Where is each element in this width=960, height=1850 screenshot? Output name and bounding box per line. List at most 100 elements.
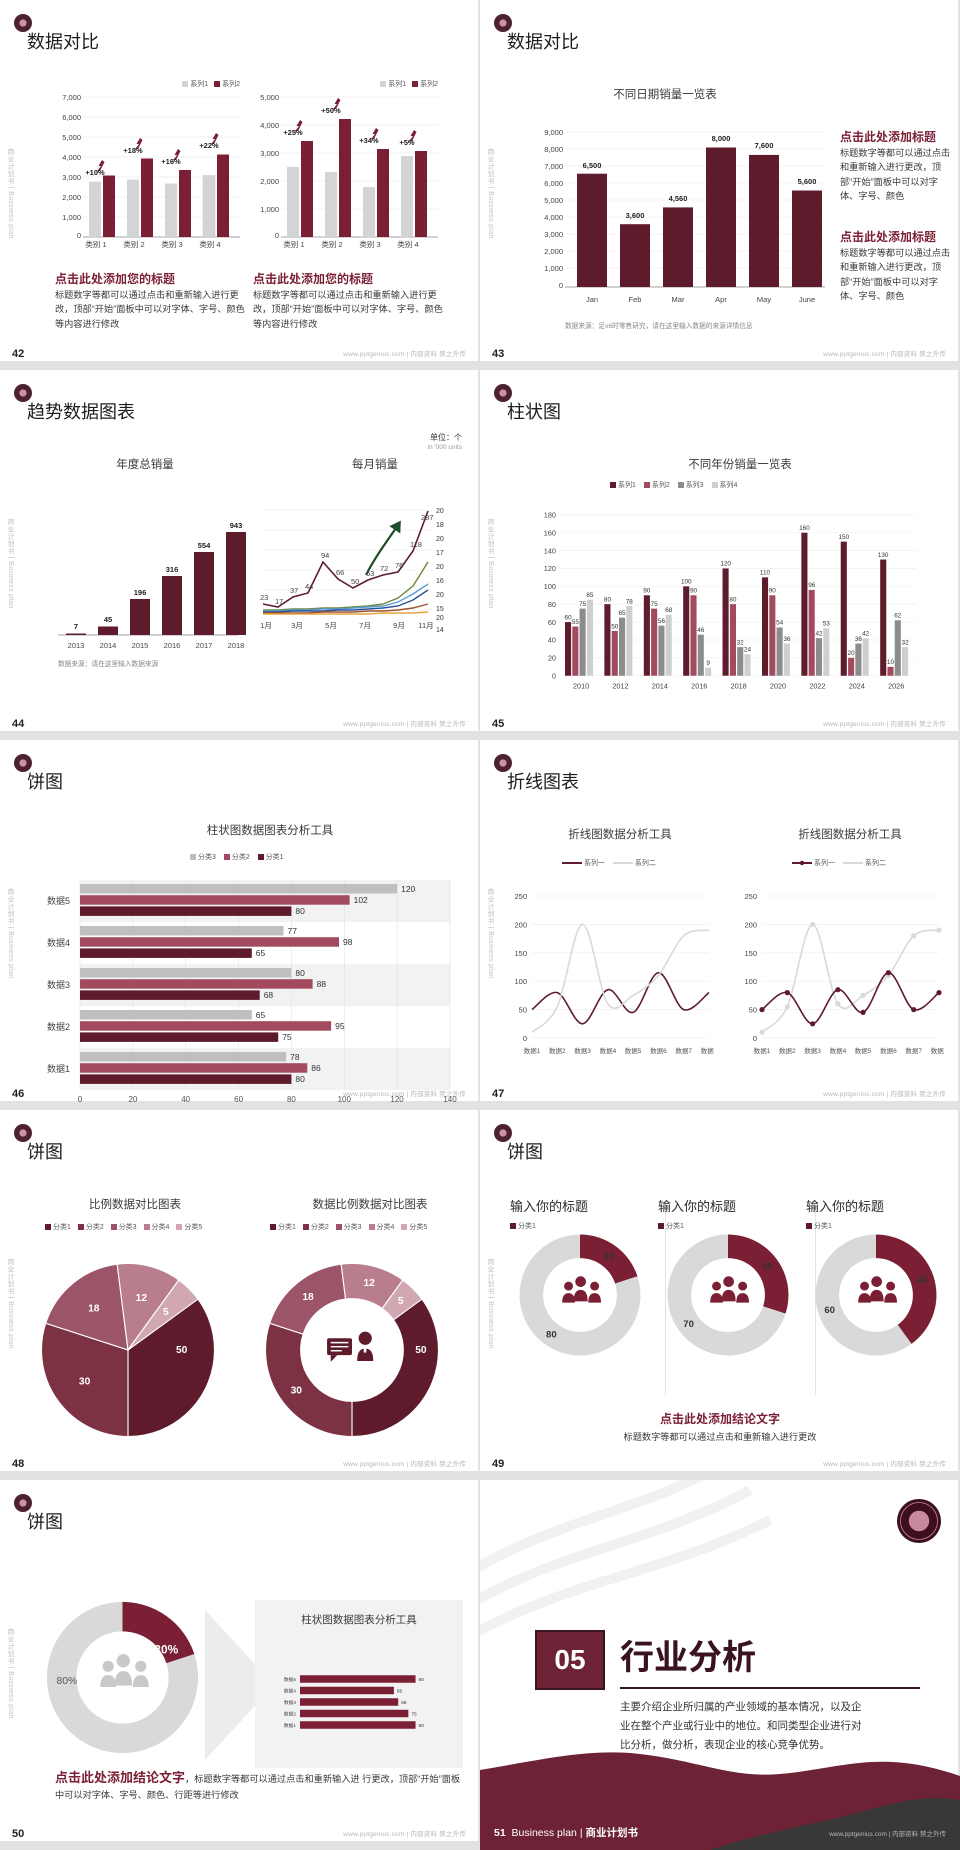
svg-text:数据2: 数据2 [549,1046,566,1055]
svg-text:554: 554 [198,541,211,550]
svg-text:0: 0 [753,1034,757,1043]
svg-text:2014: 2014 [652,681,668,690]
svg-text:4,000: 4,000 [260,121,279,130]
svg-text:80: 80 [729,596,737,603]
svg-text:53: 53 [823,621,831,628]
svg-text:8,000: 8,000 [544,145,563,154]
svg-text:20: 20 [848,650,856,657]
svg-text:55: 55 [572,619,580,626]
svg-text:数据3: 数据3 [804,1046,821,1055]
svg-text:5: 5 [163,1307,169,1318]
svg-text:120: 120 [390,1095,404,1104]
svg-text:数据4: 数据4 [600,1046,617,1055]
svg-text:类别 2: 类别 2 [123,239,144,249]
svg-text:65: 65 [397,1688,403,1694]
svg-text:88: 88 [317,979,327,989]
svg-text:30: 30 [762,1262,773,1273]
svg-text:50: 50 [351,577,359,586]
svg-text:23: 23 [260,593,268,602]
svg-text:68: 68 [665,607,673,614]
svg-text:12: 12 [363,1278,375,1289]
svg-text:80: 80 [419,1677,425,1683]
svg-text:3,600: 3,600 [626,211,645,220]
svg-text:7月: 7月 [359,621,371,630]
svg-text:数据3: 数据3 [574,1046,591,1055]
svg-text:80: 80 [295,968,305,978]
svg-text:2016: 2016 [164,641,181,650]
svg-text:类别 4: 类别 4 [199,239,220,249]
svg-text:140: 140 [544,546,556,555]
svg-text:5,000: 5,000 [260,95,279,102]
svg-text:数据2: 数据2 [284,1710,297,1717]
svg-text:11月: 11月 [418,621,433,630]
svg-text:100: 100 [514,977,527,986]
svg-text:943: 943 [230,521,243,530]
svg-text:数据1: 数据1 [754,1046,771,1055]
svg-text:78: 78 [290,1052,300,1062]
svg-text:76: 76 [395,561,403,570]
svg-text:37: 37 [290,586,298,595]
svg-text:45: 45 [104,615,112,624]
svg-text:316: 316 [166,565,179,574]
svg-text:100: 100 [544,582,556,591]
svg-text:287: 287 [421,513,434,522]
svg-text:0: 0 [523,1034,527,1043]
svg-text:+25%: +25% [283,128,303,137]
svg-text:数据1: 数据1 [47,1063,70,1074]
svg-text:40: 40 [548,636,556,645]
svg-text:类别 2: 类别 2 [321,239,342,249]
svg-text:20: 20 [436,564,444,571]
svg-text:75: 75 [651,601,659,608]
svg-text:3,000: 3,000 [62,173,81,182]
svg-text:100: 100 [681,579,692,586]
svg-text:32: 32 [902,639,910,646]
svg-text:250: 250 [744,892,757,901]
svg-text:数据6: 数据6 [880,1046,897,1055]
svg-text:2017: 2017 [196,641,213,650]
svg-text:65: 65 [256,1010,266,1020]
svg-text:数据8: 数据8 [701,1046,714,1055]
svg-text:+50%: +50% [321,106,341,115]
svg-text:50: 50 [749,1006,757,1015]
svg-text:180: 180 [544,511,556,520]
svg-text:数据1: 数据1 [284,1722,297,1729]
svg-text:类别 4: 类别 4 [397,239,418,249]
svg-text:200: 200 [744,920,757,929]
svg-text:40: 40 [917,1275,928,1286]
svg-text:20: 20 [436,508,444,515]
svg-text:200: 200 [514,920,527,929]
svg-text:12: 12 [136,1293,148,1304]
svg-text:7,000: 7,000 [62,95,81,102]
svg-text:+18%: +18% [123,146,143,155]
svg-text:20: 20 [436,536,444,543]
svg-text:44: 44 [305,582,313,591]
svg-text:2,000: 2,000 [544,247,563,256]
svg-text:2015: 2015 [132,641,149,650]
svg-text:110: 110 [760,570,771,577]
svg-text:20%: 20% [154,1643,178,1657]
svg-text:1,000: 1,000 [260,205,279,214]
svg-text:250: 250 [514,892,527,901]
svg-text:数据5: 数据5 [625,1046,642,1055]
svg-text:+16%: +16% [161,157,181,166]
svg-text:3,000: 3,000 [260,149,279,158]
svg-text:14: 14 [436,627,444,634]
svg-text:30: 30 [79,1376,91,1387]
svg-text:80: 80 [295,1074,305,1084]
svg-text:17: 17 [436,550,444,557]
svg-text:70: 70 [683,1319,694,1330]
svg-text:Jan: Jan [586,295,598,304]
svg-text:数据2: 数据2 [47,1021,70,1032]
svg-text:20: 20 [548,654,556,663]
svg-text:94: 94 [321,551,329,560]
svg-text:160: 160 [799,525,810,532]
svg-text:8,000: 8,000 [712,134,731,143]
svg-text:75: 75 [579,601,587,608]
svg-text:2012: 2012 [612,681,628,690]
svg-text:2,000: 2,000 [260,177,279,186]
svg-text:2016: 2016 [691,681,707,690]
svg-text:类别 3: 类别 3 [359,239,380,249]
svg-text:数据3: 数据3 [47,979,70,990]
svg-text:75: 75 [282,1032,292,1042]
svg-text:30: 30 [291,1385,303,1396]
